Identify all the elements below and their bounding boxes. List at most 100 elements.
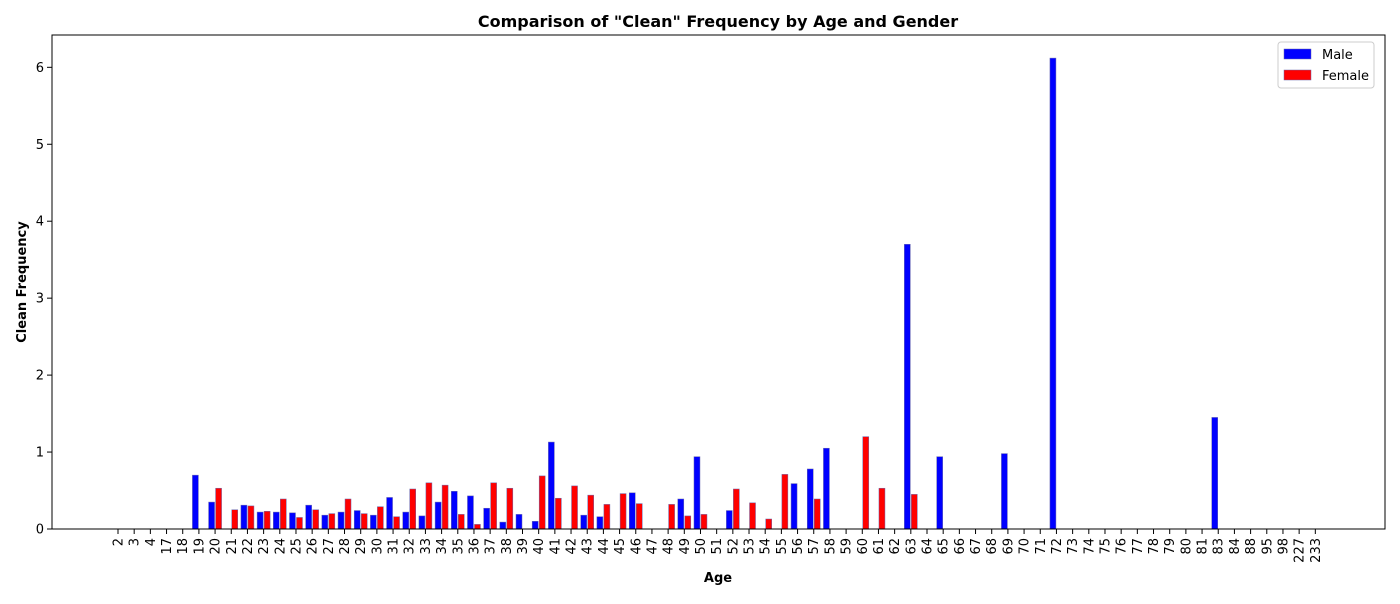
female-bar-43: [587, 494, 594, 530]
female-bar-50: [700, 514, 708, 530]
x-tick-label: 83: [1212, 538, 1227, 555]
legend-label-male: Male: [1322, 48, 1353, 63]
x-tick-label: 18: [176, 538, 191, 555]
x-tick-label: 72: [1050, 538, 1065, 555]
y-tick-label: 3: [36, 292, 44, 307]
male-bar-29: [353, 510, 361, 530]
female-bar-35: [458, 514, 465, 530]
male-bar-41: [548, 441, 555, 530]
male-bar-28: [337, 511, 345, 530]
female-bar-54: [765, 518, 772, 530]
x-tick-label: 59: [840, 538, 855, 555]
x-tick-label: 80: [1179, 538, 1194, 555]
y-tick-label: 0: [36, 523, 44, 538]
x-tick-label: 31: [387, 538, 402, 555]
y-tick-label: 6: [36, 61, 44, 76]
male-bar-50: [693, 456, 701, 530]
x-tick-label: 43: [581, 538, 596, 555]
male-bar-72: [1049, 57, 1057, 530]
x-tick-label: 69: [1001, 538, 1016, 555]
male-bar-25: [289, 512, 296, 530]
female-bar-33: [425, 482, 433, 530]
x-tick-label: 62: [888, 538, 903, 555]
male-bar-22: [240, 504, 248, 530]
male-bar-23: [256, 511, 264, 530]
x-tick-label: 39: [516, 538, 531, 555]
x-tick-label: 17: [160, 538, 175, 555]
female-bar-57: [813, 498, 821, 530]
female-bar-34: [441, 484, 449, 530]
x-tick-label: 50: [694, 538, 709, 555]
x-tick-label: 46: [629, 538, 644, 555]
female-bar-40: [538, 475, 546, 530]
x-tick-label: 25: [289, 538, 304, 555]
x-tick-label: 42: [565, 538, 580, 555]
x-tick-label: 3: [128, 538, 143, 546]
male-bar-56: [790, 483, 798, 530]
female-bar-21: [231, 509, 239, 530]
legend-swatch-male: [1283, 48, 1312, 60]
x-tick-label: 68: [985, 538, 1000, 555]
y-axis-label: Clean Frequency: [15, 221, 30, 343]
male-bar-19: [192, 474, 199, 530]
male-bar-30: [370, 514, 377, 530]
x-tick-label: 34: [435, 538, 450, 555]
female-bar-38: [506, 487, 514, 530]
x-tick-label: 64: [921, 538, 936, 555]
male-bar-69: [1001, 453, 1008, 530]
y-tick-label: 4: [36, 215, 44, 230]
x-tick-label: 24: [273, 538, 288, 555]
x-tick-label: 37: [484, 538, 499, 555]
x-tick-label: 28: [338, 538, 353, 555]
x-tick-label: 79: [1163, 538, 1178, 555]
y-tick-label: 1: [36, 446, 44, 461]
x-tick-label: 53: [743, 538, 758, 555]
x-tick-label: 88: [1244, 538, 1259, 555]
female-bar-52: [733, 488, 740, 530]
x-tick-label: 233: [1309, 538, 1324, 563]
x-tick-label: 21: [225, 538, 240, 555]
female-bar-32: [409, 488, 416, 530]
x-tick-label: 4: [144, 538, 159, 546]
female-bar-20: [215, 487, 222, 530]
x-tick-label: 227: [1293, 538, 1308, 563]
male-bar-31: [386, 497, 393, 530]
male-bar-65: [936, 456, 943, 530]
female-bar-49: [684, 515, 692, 530]
legend-swatch-female: [1283, 69, 1312, 81]
x-tick-label: 56: [791, 538, 806, 555]
male-bar-63: [904, 244, 911, 530]
female-bar-41: [555, 497, 562, 530]
female-bar-61: [878, 487, 886, 530]
female-bar-42: [571, 485, 578, 530]
male-bar-37: [483, 507, 490, 530]
x-tick-label: 48: [662, 538, 677, 555]
x-tick-label: 67: [969, 538, 984, 555]
x-tick-label: 33: [419, 538, 434, 555]
x-tick-label: 36: [467, 538, 482, 555]
female-bar-55: [781, 474, 789, 530]
female-bar-36: [474, 524, 481, 530]
x-tick-label: 52: [726, 538, 741, 555]
male-bar-27: [321, 514, 329, 530]
x-tick-label: 55: [775, 538, 790, 555]
female-bar-48: [668, 504, 675, 530]
female-bar-29: [360, 513, 368, 530]
bars-layer: [192, 57, 1218, 530]
x-tick-label: 23: [257, 538, 272, 555]
x-tick-label: 30: [370, 538, 385, 555]
x-tick-label: 44: [597, 538, 612, 555]
x-tick-label: 19: [192, 538, 207, 555]
y-tick-label: 5: [36, 138, 44, 153]
x-tick-label: 78: [1147, 538, 1162, 555]
female-bar-30: [377, 506, 384, 530]
x-tick-label: 29: [354, 538, 369, 555]
male-bar-49: [677, 498, 685, 530]
female-bar-24: [280, 498, 287, 530]
y-tick-label: 2: [36, 369, 44, 384]
male-bar-43: [580, 514, 587, 530]
male-bar-32: [402, 511, 409, 530]
chart-title: Comparison of "Clean" Frequency by Age a…: [478, 12, 958, 31]
